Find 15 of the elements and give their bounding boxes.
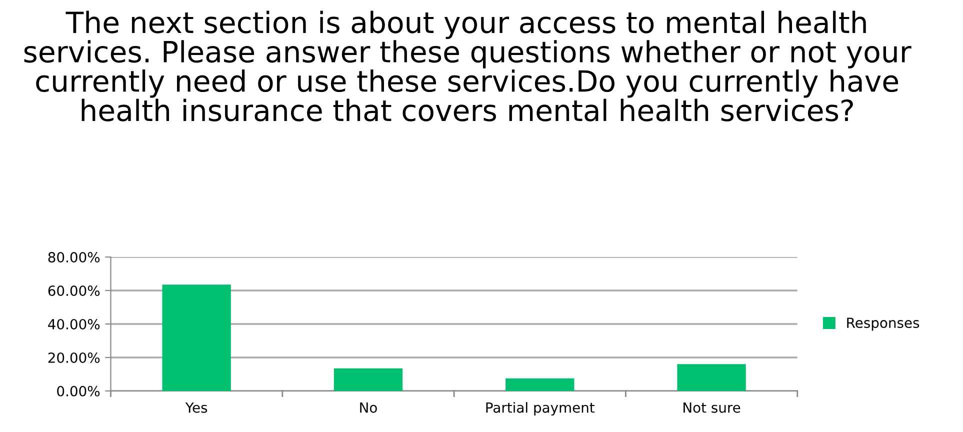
bar	[677, 364, 746, 391]
x-tick-label: Yes	[185, 402, 208, 413]
legend-label: Responses	[847, 318, 920, 331]
y-tick-label: 0.00%	[57, 386, 100, 396]
bar	[162, 284, 231, 391]
x-tick-label: Not sure	[684, 402, 740, 413]
bar	[334, 368, 403, 391]
bar	[506, 378, 574, 391]
y-tick-label: 80.00%	[48, 252, 100, 263]
y-tick-label: 20.00%	[48, 352, 100, 363]
y-tick-label: 60.00%	[48, 285, 100, 296]
y-tick-label: 40.00%	[48, 318, 100, 330]
x-tick-label: No	[360, 402, 377, 413]
chart-title: The next section is about your access to mental health services. Please answer these questions whether or not your currently need or use these services.Do you currently have health insurance that covers mental health services?	[24, 10, 912, 122]
x-tick-label: Partial payment	[486, 402, 595, 416]
